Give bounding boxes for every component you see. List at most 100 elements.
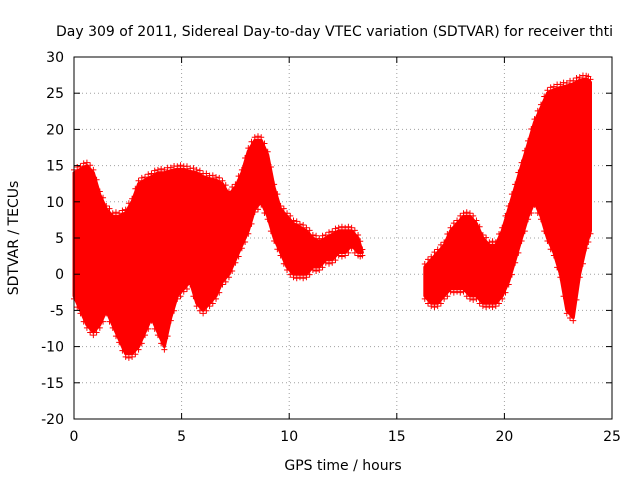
data-point-marker [508,271,515,278]
data-point-marker [470,296,477,303]
data-point-marker [138,340,145,347]
data-point-marker [187,281,194,288]
data-point-marker [125,354,132,361]
data-point-marker [335,224,342,231]
data-point-marker [158,340,165,347]
data-point-marker [129,195,136,202]
data-point-marker [242,239,249,245]
data-point-marker [425,300,432,307]
data-point-marker [290,217,297,224]
data-point-marker [90,332,97,339]
data-point-marker [87,329,94,336]
data-point-marker [316,235,323,242]
data-point-marker [154,332,161,339]
data-point-marker [489,238,496,245]
data-point-marker [437,241,444,248]
data-point-marker [112,333,119,340]
data-point-marker [476,300,483,307]
data-point-marker [287,271,294,278]
data-point-marker [326,229,333,236]
data-point-marker [496,300,503,307]
data-point-marker [293,275,300,282]
data-point-marker [296,274,303,281]
data-point-marker [570,77,577,84]
data-point-marker [216,174,223,181]
data-point-marker [274,246,281,253]
data-point-marker [190,165,197,172]
data-point-marker [447,224,454,231]
data-point-marker [77,163,84,170]
data-point-marker [293,218,300,225]
data-point-marker [284,266,291,273]
data-point-marker [183,286,190,293]
data-point-marker [303,274,310,281]
data-point-marker [193,166,200,173]
data-point-marker [174,295,181,302]
data-point-marker [541,228,548,235]
data-point-marker [585,239,592,245]
data-point-marker [473,217,480,224]
data-point-marker [470,212,477,219]
data-point-marker [502,289,509,296]
data-point-marker [479,303,486,310]
data-point-marker [112,209,119,216]
data-point-marker [457,289,464,296]
data-point-marker [544,87,551,94]
data-point-marker [193,303,200,310]
x-tick-label: 25 [603,429,621,445]
data-point-marker [357,238,364,245]
data-point-marker [547,84,554,91]
data-point-marker [151,325,158,332]
data-point-marker [222,182,229,189]
data-point-marker [326,260,333,267]
data-point-marker [309,266,316,273]
data-point-marker [213,295,220,302]
data-point-marker [209,172,216,179]
data-point-marker [167,317,174,324]
y-axis-label: SDTVAR / TECUs [6,181,22,296]
data-point-marker [190,293,197,300]
data-point-marker [225,188,232,195]
data-point-marker [505,203,512,210]
data-point-marker [322,232,329,238]
data-point-marker [180,288,187,295]
data-point-marker [277,203,284,210]
data-point-marker [502,212,509,219]
data-point-marker [277,252,284,259]
data-point-marker [329,259,336,266]
data-point-marker [222,278,229,285]
data-point-marker [213,174,220,181]
y-tick-label: 5 [55,231,64,247]
data-point-marker [322,259,329,266]
data-point-marker [196,167,203,174]
data-point-marker [531,116,538,123]
data-point-marker [573,74,580,81]
data-point-marker [342,252,349,259]
data-point-marker [525,137,532,144]
data-markers [71,72,594,361]
data-point-marker [300,275,307,282]
data-point-marker [100,318,107,325]
data-point-marker [531,201,538,208]
data-point-marker [329,228,336,235]
data-point-marker [515,169,522,176]
data-point-marker [280,260,287,267]
chart-title: Day 309 of 2011, Sidereal Day-to-day VTE… [56,24,613,40]
data-point-marker [313,232,320,239]
data-point-marker [261,210,268,217]
data-point-marker [428,253,435,260]
data-point-marker [454,217,461,224]
data-point-marker [483,304,490,311]
data-point-marker [209,300,216,307]
data-point-marker [335,252,342,259]
data-point-marker [258,134,265,141]
data-point-marker [161,166,168,173]
data-point-marker [271,181,278,188]
data-point-marker [316,266,323,273]
data-point-marker [177,293,184,300]
y-tick-label: -10 [41,340,64,356]
data-point-marker [171,307,178,314]
data-point-marker [280,205,287,212]
data-point-marker [342,224,349,231]
y-tick-label: 10 [46,195,64,211]
